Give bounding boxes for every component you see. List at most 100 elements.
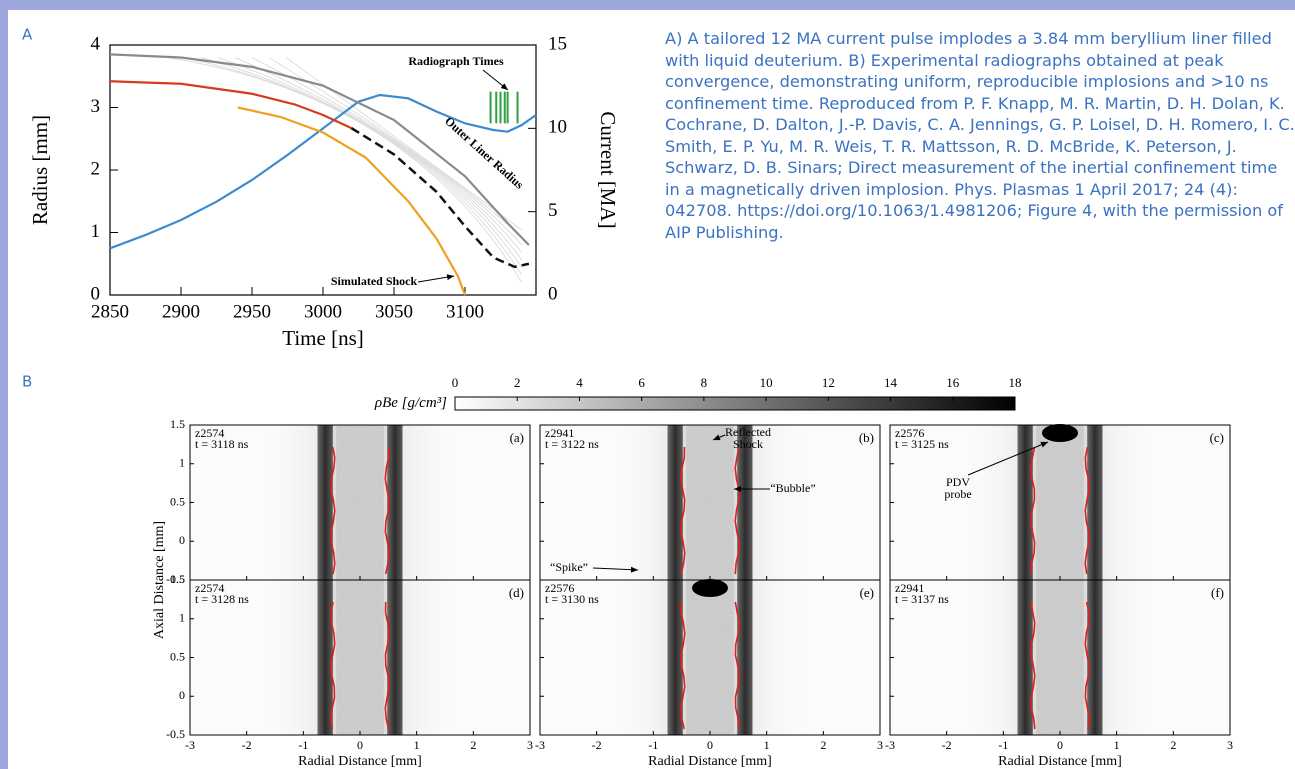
y-tick-label: 1.5 [170,572,185,586]
annotation: “Bubble” [770,481,815,495]
y-tick-label: 3 [91,96,101,117]
shot-time: t = 3118 ns [195,437,249,451]
radiograph-wall [667,580,683,735]
y-axis-label: Axial Distance [mm] [152,521,167,639]
radiograph-noise [1029,425,1091,580]
shot-id: z2576 [895,426,924,440]
x-tick-label: -1 [998,738,1008,752]
y-tick-label: 0 [91,283,101,304]
liner-edge [734,446,740,575]
shot-time: t = 3128 ns [195,592,249,606]
y-tick-label: 0 [179,533,185,547]
radiograph-panel [889,424,1231,581]
x-tick-label: 3050 [375,301,413,322]
simulation-trace [285,57,523,231]
panel-letter: (b) [859,430,874,445]
liner-edge [680,446,686,575]
annotation-arrow [417,274,455,283]
colorbar-tick-label: 10 [760,375,773,390]
y-tick-label: 0.5 [170,649,185,663]
x-tick-label: 0 [707,738,713,752]
liner-edge [1084,601,1090,730]
x-tick-label: 1 [1114,738,1120,752]
y-tick-label: 4 [91,33,101,54]
probe-shadow [1042,424,1078,442]
y-tick-label: -0.5 [166,727,185,741]
colorbar-tick-label: 14 [884,375,898,390]
shot-id: z2574 [195,581,224,595]
y-tick-label: 2 [91,158,101,179]
radiograph-panel [189,424,531,581]
x-tick-label: 3 [1227,738,1233,752]
y-tick-label: 1.5 [170,417,185,431]
shot-time: t = 3122 ns [545,437,599,451]
simulation-trace [251,57,523,246]
probe-shadow [692,579,728,597]
series-line [350,127,530,269]
x-tick-label: 2 [1170,738,1176,752]
colorbar-tick-label: 6 [638,375,645,390]
colorbar-tick-label: 8 [701,375,708,390]
liner-edge [384,601,391,730]
colorbar-tick-label: 0 [452,375,459,390]
annotation: probe [944,487,971,501]
panel-letter: (a) [510,430,524,445]
shot-time: t = 3130 ns [545,592,599,606]
annotation-arrow [592,566,639,573]
panel-letter: (c) [1210,430,1224,445]
x-tick-label: -3 [535,738,545,752]
colorbar-tick-label: 12 [822,375,835,390]
x-axis-label: Radial Distance [mm] [648,754,772,769]
x-tick-label: -2 [592,738,602,752]
y-tick-label: 0.5 [170,494,185,508]
colorbar-tick-label: 2 [514,375,521,390]
radiograph-panel [539,579,881,736]
annotation: Simulated Shock [331,274,418,288]
radiograph-wall [1017,425,1033,580]
liner-edge [330,446,336,575]
shot-id: z2941 [545,426,574,440]
series-line [109,93,537,250]
colorbar-tick-label: 16 [946,375,960,390]
x-axis-label: Radial Distance [mm] [298,754,422,769]
liner-edge [1030,446,1036,575]
y2-axis-label: Current [MA] [596,111,620,228]
radiograph-wall [1017,580,1033,735]
radiograph-panel [539,424,881,581]
y-axis-label: Radius [mm] [28,115,52,225]
radiograph-panel [889,579,1231,736]
radiograph-wall [667,425,683,580]
caption: A) A tailored 12 MA current pulse implod… [665,29,1295,242]
radiograph-noise [329,425,391,580]
colorbar-tick-label: 18 [1009,375,1022,390]
x-tick-label: 3000 [304,301,342,322]
y2-tick-label: 0 [548,283,558,304]
x-tick-label: 2 [820,738,826,752]
simulation-trace [234,57,523,253]
x-tick-label: -1 [298,738,308,752]
radiograph-noise [679,580,741,735]
x-tick-label: 2850 [91,301,129,322]
panel-letter: (f) [1211,585,1224,600]
series-line [237,106,467,296]
simulation-trace [166,57,523,283]
y2-tick-label: 5 [548,200,558,221]
x-tick-label: 1 [764,738,770,752]
annotation: Shock [733,437,763,451]
x-tick-label: 1 [414,738,420,752]
x-tick-label: -3 [185,738,195,752]
figure-sheet: A) A tailored 12 MA current pulse implod… [8,10,1295,769]
colorbar-tick-label: 4 [576,375,583,390]
colorbar-label: ρBe [g/cm³] [374,395,447,411]
annotation: Radiograph Times [408,54,504,68]
colorbar [454,396,1016,411]
y2-tick-label: 15 [548,33,567,54]
panel-label: B [22,373,32,391]
annotation: PDV [946,475,970,489]
radiograph-panel [189,579,531,736]
x-axis-label: Time [ns] [282,326,364,350]
x-tick-label: -2 [942,738,952,752]
shot-id: z2941 [895,581,924,595]
